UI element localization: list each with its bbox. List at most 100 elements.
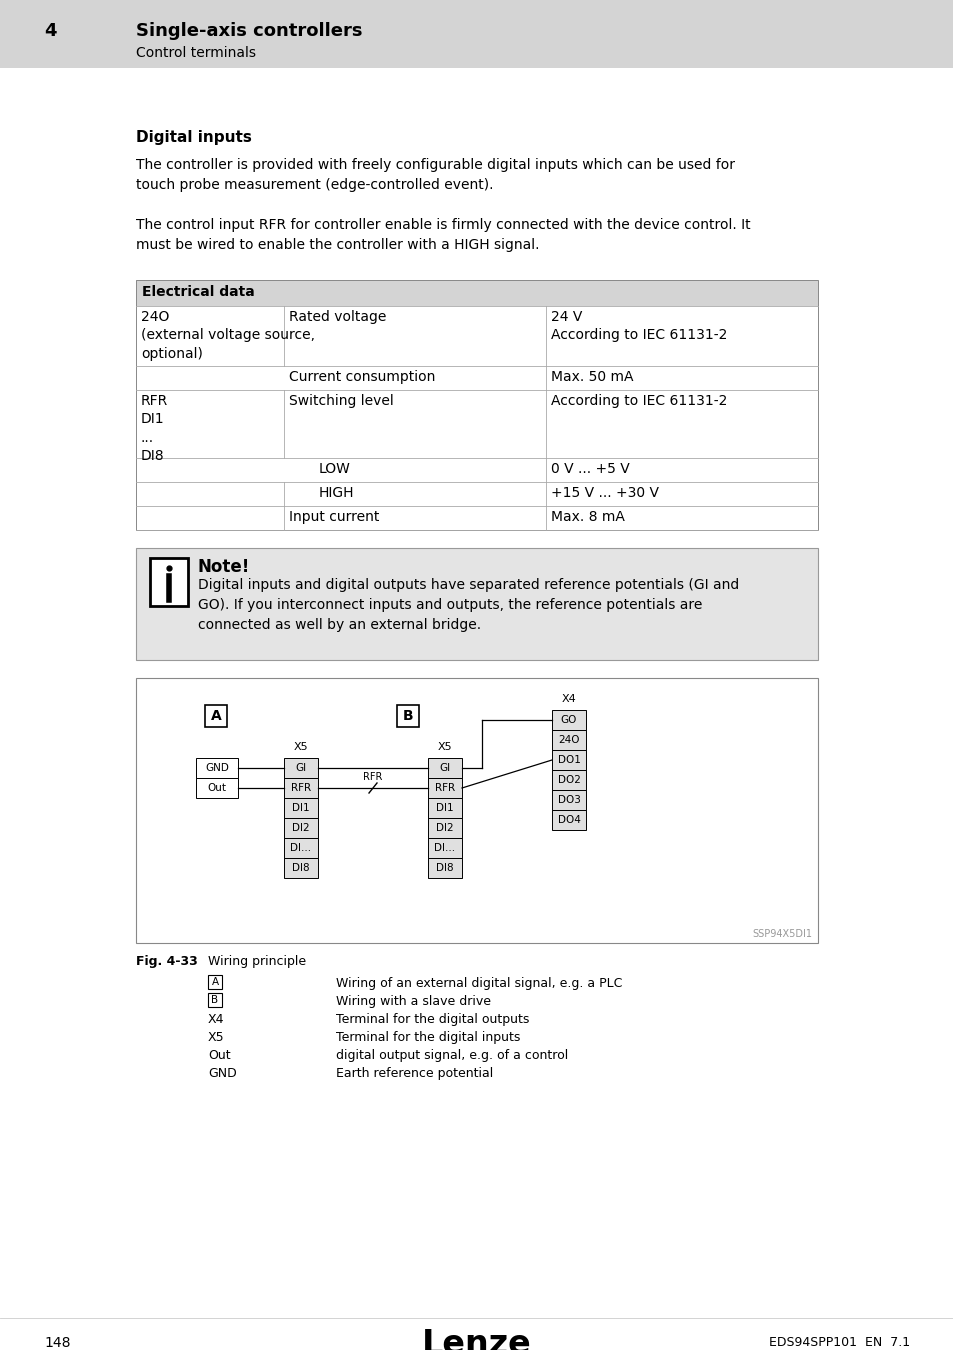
Text: HIGH: HIGH	[318, 486, 355, 500]
Bar	[284, 818, 317, 838]
Text: DO2: DO2	[557, 775, 579, 784]
Bar	[284, 859, 317, 878]
Text: DI...: DI...	[434, 842, 456, 853]
Text: Wiring with a slave drive: Wiring with a slave drive	[335, 995, 491, 1008]
Text: SSP94X5DI1: SSP94X5DI1	[751, 929, 811, 940]
Text: DI1: DI1	[436, 803, 454, 813]
Text: Digital inputs: Digital inputs	[136, 130, 252, 144]
Text: X5: X5	[208, 1031, 224, 1044]
Text: 4: 4	[44, 22, 56, 40]
Text: According to IEC 61131-2: According to IEC 61131-2	[551, 394, 726, 408]
Text: X4: X4	[208, 1012, 224, 1026]
Text: 24O
(external voltage source,
optional): 24O (external voltage source, optional)	[141, 310, 314, 360]
Bar	[136, 279, 817, 306]
Bar	[205, 705, 227, 728]
Text: Switching level: Switching level	[289, 394, 394, 408]
Bar	[428, 818, 461, 838]
Text: GI: GI	[295, 763, 306, 774]
Bar	[284, 757, 317, 778]
Text: Wiring principle: Wiring principle	[208, 954, 306, 968]
Text: Note!: Note!	[198, 558, 250, 576]
Text: DO4: DO4	[557, 815, 579, 825]
Bar	[136, 279, 817, 531]
Text: Terminal for the digital outputs: Terminal for the digital outputs	[335, 1012, 529, 1026]
Text: DI8: DI8	[292, 863, 310, 873]
Text: X5: X5	[294, 743, 308, 752]
Text: GND: GND	[205, 763, 229, 774]
Text: Out: Out	[208, 783, 226, 792]
Text: GO: GO	[560, 716, 577, 725]
Text: The control input RFR for controller enable is firmly connected with the device : The control input RFR for controller ena…	[136, 217, 750, 252]
Text: X5: X5	[437, 743, 452, 752]
Text: 24O: 24O	[558, 734, 579, 745]
Text: Electrical data: Electrical data	[142, 285, 254, 298]
Bar	[136, 306, 817, 366]
Text: LOW: LOW	[318, 462, 351, 477]
Bar	[208, 994, 222, 1007]
Bar	[428, 798, 461, 818]
Text: DI2: DI2	[436, 824, 454, 833]
Text: A: A	[211, 709, 221, 724]
Text: RFR: RFR	[291, 783, 311, 792]
Bar	[136, 678, 817, 944]
Text: DI1: DI1	[292, 803, 310, 813]
Bar	[0, 0, 953, 68]
Text: X4: X4	[561, 694, 576, 703]
Bar	[552, 710, 585, 730]
Bar	[396, 705, 418, 728]
Bar	[195, 757, 237, 778]
Text: Wiring of an external digital signal, e.g. a PLC: Wiring of an external digital signal, e.…	[335, 977, 621, 990]
Text: GND: GND	[208, 1066, 236, 1080]
Bar	[136, 458, 817, 482]
Bar	[428, 757, 461, 778]
Text: DO3: DO3	[557, 795, 579, 805]
Text: Current consumption: Current consumption	[289, 370, 435, 383]
Text: +15 V ... +30 V: +15 V ... +30 V	[551, 486, 659, 500]
Text: Digital inputs and digital outputs have separated reference potentials (GI and
G: Digital inputs and digital outputs have …	[198, 578, 739, 632]
Text: Max. 8 mA: Max. 8 mA	[551, 510, 624, 524]
Text: Fig. 4-33: Fig. 4-33	[136, 954, 197, 968]
Text: DI...: DI...	[290, 842, 312, 853]
Text: Max. 50 mA: Max. 50 mA	[551, 370, 633, 383]
Bar	[284, 798, 317, 818]
Text: DO1: DO1	[557, 755, 579, 765]
Text: B: B	[402, 709, 413, 724]
Text: EDS94SPP101  EN  7.1: EDS94SPP101 EN 7.1	[768, 1336, 909, 1349]
Text: 148: 148	[44, 1336, 71, 1350]
Text: Input current: Input current	[289, 510, 379, 524]
Bar	[552, 810, 585, 830]
Text: The controller is provided with freely configurable digital inputs which can be : The controller is provided with freely c…	[136, 158, 734, 192]
Text: Control terminals: Control terminals	[136, 46, 255, 59]
Bar	[552, 730, 585, 751]
Bar	[284, 838, 317, 859]
Bar	[208, 975, 222, 990]
Text: RFR
DI1
...
DI8: RFR DI1 ... DI8	[141, 394, 168, 463]
Text: Single-axis controllers: Single-axis controllers	[136, 22, 362, 40]
Bar	[552, 790, 585, 810]
Text: Lenze: Lenze	[421, 1328, 532, 1350]
Text: Out: Out	[208, 1049, 231, 1062]
Text: Terminal for the digital inputs: Terminal for the digital inputs	[335, 1031, 519, 1044]
Text: Earth reference potential: Earth reference potential	[335, 1066, 493, 1080]
Bar	[136, 548, 817, 660]
Bar	[136, 482, 817, 506]
Bar	[428, 778, 461, 798]
Text: B: B	[212, 995, 218, 1004]
Text: digital output signal, e.g. of a control: digital output signal, e.g. of a control	[335, 1049, 568, 1062]
Bar	[428, 838, 461, 859]
Text: 24 V
According to IEC 61131-2: 24 V According to IEC 61131-2	[551, 310, 726, 343]
Bar	[428, 859, 461, 878]
Bar	[136, 390, 817, 458]
Text: Rated voltage: Rated voltage	[289, 310, 386, 324]
Bar	[552, 751, 585, 769]
Bar	[195, 778, 237, 798]
Text: A: A	[212, 977, 218, 987]
Bar	[552, 769, 585, 790]
Bar	[136, 366, 817, 390]
Bar	[150, 558, 188, 606]
Text: DI2: DI2	[292, 824, 310, 833]
Text: DI8: DI8	[436, 863, 454, 873]
Text: GI: GI	[439, 763, 450, 774]
Text: RFR: RFR	[363, 772, 382, 782]
Text: RFR: RFR	[435, 783, 455, 792]
